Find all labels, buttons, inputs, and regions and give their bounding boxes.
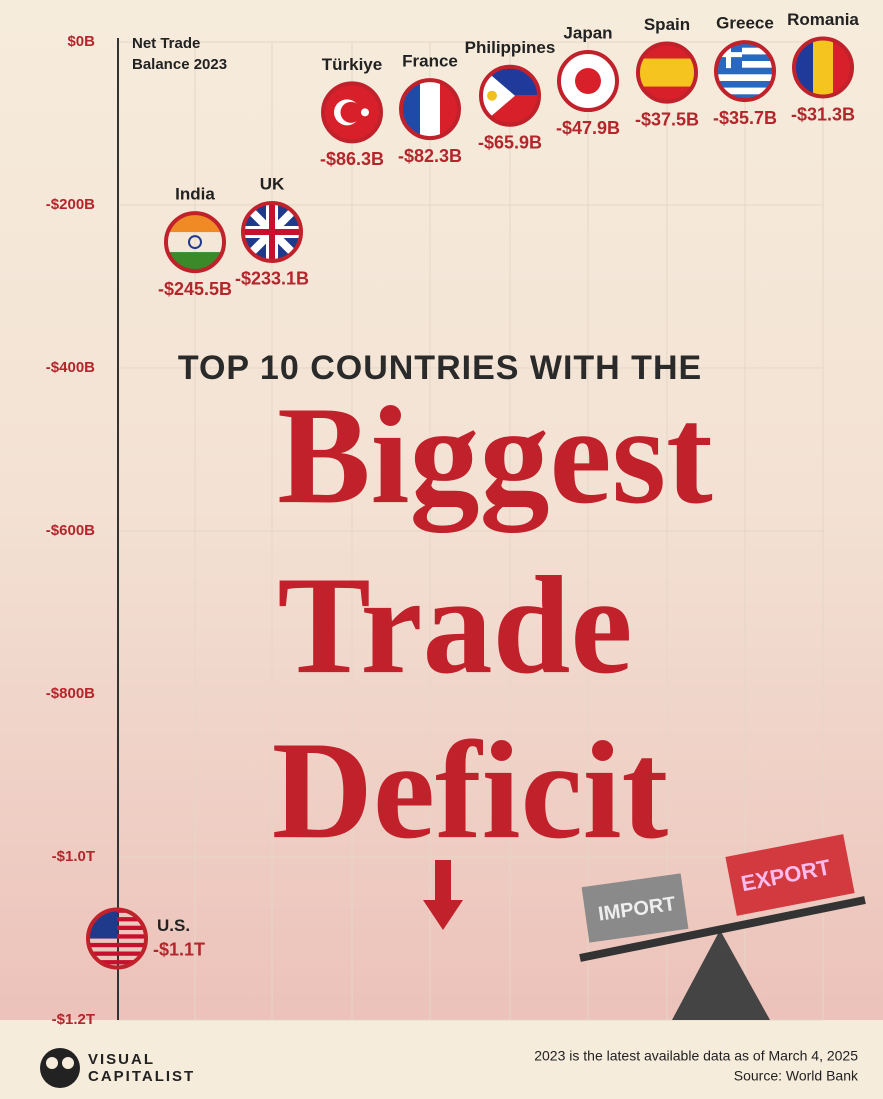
value-label: -$1.1T [153, 939, 205, 959]
value-label: -$86.3B [320, 149, 384, 169]
flag-part [717, 94, 773, 100]
dot [321, 81, 383, 144]
flag-part [89, 942, 145, 948]
flag [324, 84, 380, 141]
country-label: Japan [563, 24, 612, 43]
dot [241, 200, 303, 263]
country-label: India [175, 185, 215, 204]
country-label: Greece [716, 14, 774, 33]
logo-text: CAPITALIST [88, 1068, 195, 1085]
flag-part [89, 951, 145, 956]
axis-label: Net Trade Balance 2023 [132, 35, 227, 73]
flag-part [717, 43, 773, 48]
y-tick-label: -$200B [46, 196, 95, 213]
flag-part [717, 67, 773, 75]
dot [636, 41, 698, 104]
source: Source: World Bank [734, 1068, 859, 1084]
y-tick-label: $0B [67, 33, 95, 50]
dot [86, 907, 148, 970]
dot [792, 36, 854, 99]
flag-part [717, 80, 773, 88]
flag-part [188, 235, 202, 250]
flag-part [420, 81, 440, 138]
headline: Trade [277, 548, 632, 703]
flag-part [487, 90, 497, 101]
down-arrow [423, 860, 463, 930]
flag-part [575, 68, 601, 95]
country-label: France [402, 52, 458, 71]
country-label: Türkiye [322, 55, 382, 74]
value-label: -$31.3B [791, 104, 855, 124]
dot [399, 78, 461, 141]
value-label: -$82.3B [398, 146, 462, 166]
flag-part [340, 101, 362, 123]
value-label: -$35.7B [713, 108, 777, 128]
headline: Biggest [277, 378, 713, 533]
flag [639, 44, 695, 101]
flag [560, 53, 616, 110]
footer-band [0, 1020, 883, 1099]
dot [479, 64, 541, 127]
headline: Deficit [272, 713, 668, 868]
flag [244, 203, 300, 260]
flag-part [639, 58, 695, 87]
title: TOP 10 COUNTRIES WITH THE [178, 349, 702, 387]
flag-part [361, 108, 369, 117]
dot [164, 211, 226, 274]
flag [717, 43, 773, 100]
value-label: -$233.1B [235, 269, 309, 289]
dot [714, 40, 776, 103]
logo: VISUAL CAPITALIST [40, 1048, 195, 1088]
y-tick-label: -$800B [46, 685, 95, 702]
y-tick-label: -$400B [46, 359, 95, 376]
value-label: -$37.5B [635, 109, 699, 129]
flag-part [89, 960, 145, 965]
dot [557, 50, 619, 113]
flag-part [813, 39, 833, 96]
value-label: -$245.5B [158, 279, 232, 299]
country-label: Romania [787, 10, 859, 29]
y-tick-label: -$1.0T [52, 848, 95, 865]
flag-part [482, 67, 515, 124]
y-tick-label: -$600B [46, 522, 95, 539]
value-label: -$65.9B [478, 132, 542, 152]
country-label: UK [260, 174, 285, 193]
note: 2023 is the latest available data as of … [534, 1048, 858, 1064]
country-label: U.S. [157, 916, 190, 935]
y-tick-label: -$1.2T [52, 1011, 95, 1028]
flag-part [244, 203, 300, 260]
logo-text: VISUAL [88, 1051, 155, 1068]
country-label: Spain [644, 15, 690, 34]
seesaw: IMPORT EXPORT [579, 834, 866, 1020]
country-label: Philippines [465, 38, 556, 57]
flag-part [717, 54, 773, 61]
value-label: -$47.9B [556, 118, 620, 138]
